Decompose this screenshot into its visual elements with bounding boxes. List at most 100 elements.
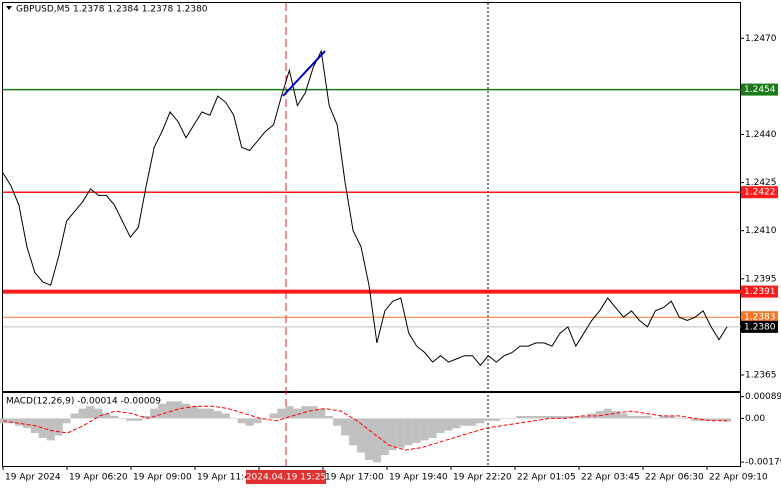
macd-bar (436, 418, 445, 434)
y-tick-label: 1.2410 (745, 226, 777, 236)
level-label-box (741, 186, 778, 199)
crosshair-label: 2024.04.19 15:25 (246, 473, 326, 483)
macd-bar (197, 408, 206, 419)
x-tick-label: 19 Apr 17:00 (325, 473, 384, 483)
macd-bar (476, 418, 485, 424)
macd-bar (675, 418, 684, 419)
macd-bar (412, 418, 421, 443)
macd-bar (158, 403, 167, 419)
chart-title: GBPUSD,M5 1.2378 1.2384 1.2378 1.2380 (16, 5, 208, 15)
macd-bar (452, 418, 461, 429)
macd-bar (508, 418, 517, 419)
price-line (2, 405, 728, 451)
level-label-box (741, 311, 778, 324)
level-label: 1.2422 (744, 188, 776, 198)
macd-bar (237, 418, 246, 424)
macd-bar (261, 418, 270, 419)
macd-bar (110, 415, 119, 419)
macd-bar (643, 415, 652, 419)
macd-bar (174, 401, 183, 419)
macd-bar (619, 413, 628, 419)
macd-bar (229, 418, 238, 419)
macd-bar (142, 415, 151, 419)
macd-bar (46, 418, 55, 441)
macd-bar (659, 415, 668, 419)
macd-bar (213, 411, 222, 419)
macd-bar (118, 418, 127, 419)
trend-line (282, 50, 326, 97)
x-tick-label: 19 Apr 09:00 (133, 473, 192, 483)
macd-bar (651, 418, 660, 419)
macd-bar (94, 408, 103, 419)
x-tick-label: 22 Apr 09:10 (709, 473, 768, 483)
macd-bar (723, 418, 731, 422)
macd-bar (707, 418, 716, 421)
main-frame (2, 2, 741, 392)
macd-bar (38, 418, 47, 438)
macd-bar (166, 401, 175, 419)
macd-bar (532, 415, 541, 419)
y-tick-label: 0.00089 (745, 392, 781, 402)
symbol-marker (6, 6, 12, 10)
macd-bar (102, 413, 111, 419)
macd-bar (134, 418, 143, 421)
macd-bar (715, 418, 724, 421)
x-tick-label: 22 Apr 06:30 (645, 473, 704, 483)
macd-bar (364, 418, 373, 460)
last-price-label: 1.2380 (744, 322, 776, 332)
macd-bar (683, 418, 692, 419)
y-tick-label: 0.00 (745, 414, 765, 424)
macd-bar (500, 418, 509, 419)
macd-bar (126, 418, 135, 421)
macd-bar (325, 415, 334, 419)
macd-bar (388, 418, 397, 451)
y-tick-label: 1.2470 (745, 34, 777, 44)
macd-bar (563, 415, 572, 419)
x-tick-label: 19 Apr 2024 (5, 473, 61, 483)
macd-bar (587, 413, 596, 419)
macd-bar (269, 413, 278, 419)
macd-bar (468, 418, 477, 426)
y-tick-label: 1.2440 (745, 130, 777, 140)
macd-bar (78, 408, 87, 419)
macd-bar (540, 415, 549, 419)
macd-bar (444, 418, 453, 431)
y-tick-label: 1.2365 (745, 370, 777, 380)
macd-bar (70, 413, 79, 419)
level-label: 1.2391 (744, 287, 776, 297)
macd-title: MACD(12,26,9) -0.00014 -0.00009 (6, 397, 161, 407)
macd-bar (492, 418, 501, 421)
macd-bar (372, 418, 381, 463)
macd-bar (611, 411, 620, 419)
macd-bar (404, 418, 413, 446)
macd-bar (595, 411, 604, 419)
macd-bar (253, 418, 262, 424)
crosshair-label-box (246, 470, 326, 484)
x-tick-label: 22 Apr 03:45 (581, 473, 640, 483)
macd-bar (309, 406, 318, 419)
macd-bar (245, 418, 254, 426)
macd-bar (603, 408, 612, 419)
macd-bar (357, 418, 366, 453)
macd-bar (579, 415, 588, 419)
macd-bar (635, 415, 644, 419)
macd-bar (484, 418, 493, 421)
macd-bar (420, 418, 429, 441)
macd-bar (396, 418, 405, 448)
macd-bar (627, 415, 636, 419)
macd-bar (54, 418, 63, 436)
macd-bar (555, 415, 564, 419)
x-tick-label: 19 Apr 22:20 (453, 473, 512, 483)
macd-bar (285, 406, 294, 419)
macd-bar (14, 418, 23, 426)
macd-bar (181, 403, 190, 419)
macd-bar (62, 418, 71, 424)
macd-bar (293, 408, 302, 419)
macd-bar (189, 406, 198, 419)
macd-bar (460, 418, 469, 426)
macd-bar (524, 415, 533, 419)
last-price-box (741, 320, 778, 333)
x-tick-label: 19 Apr 19:40 (389, 473, 448, 483)
y-tick-label: -0.00179 (745, 458, 781, 468)
